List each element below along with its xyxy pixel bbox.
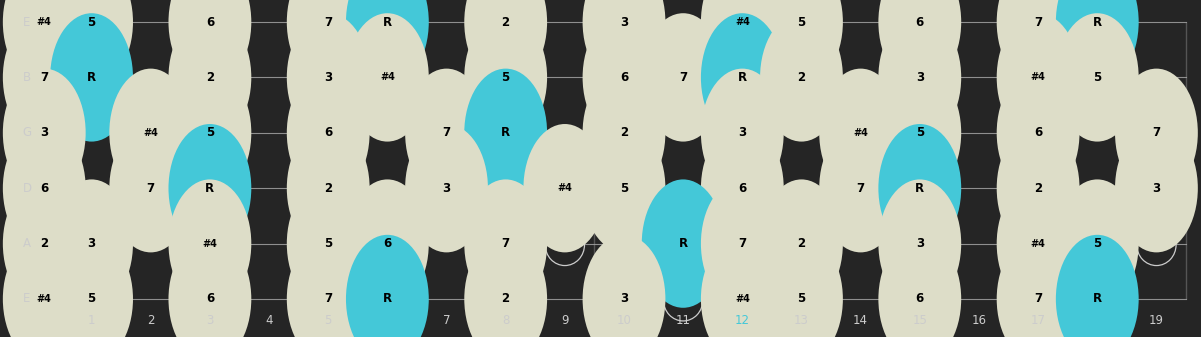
Ellipse shape [109, 124, 192, 252]
Text: 10: 10 [616, 314, 632, 328]
Text: 3: 3 [620, 16, 628, 29]
Ellipse shape [168, 13, 251, 142]
Ellipse shape [1115, 69, 1197, 197]
Ellipse shape [2, 179, 85, 308]
Ellipse shape [2, 124, 85, 252]
Text: #4: #4 [735, 294, 749, 304]
Text: 7: 7 [739, 237, 746, 250]
Text: 1: 1 [88, 314, 95, 328]
Ellipse shape [760, 235, 843, 337]
Ellipse shape [1056, 0, 1139, 86]
Ellipse shape [1056, 13, 1139, 142]
Ellipse shape [287, 124, 370, 252]
Text: 5: 5 [88, 293, 96, 306]
Ellipse shape [760, 13, 843, 142]
Ellipse shape [878, 179, 961, 308]
Ellipse shape [582, 69, 665, 197]
Ellipse shape [701, 124, 784, 252]
Ellipse shape [878, 235, 961, 337]
Ellipse shape [701, 13, 784, 142]
Text: 9: 9 [561, 314, 568, 328]
Text: 6: 6 [324, 126, 333, 139]
Ellipse shape [50, 179, 133, 308]
Text: 6: 6 [383, 314, 392, 328]
Text: #4: #4 [1030, 72, 1046, 83]
Text: 5: 5 [797, 293, 806, 306]
Ellipse shape [997, 69, 1080, 197]
Text: #4: #4 [1030, 239, 1046, 249]
Text: R: R [501, 126, 510, 139]
Ellipse shape [582, 0, 665, 86]
Ellipse shape [878, 124, 961, 252]
Text: #4: #4 [557, 183, 573, 193]
Ellipse shape [997, 179, 1080, 308]
Ellipse shape [997, 13, 1080, 142]
Text: 3: 3 [739, 126, 746, 139]
Text: 5: 5 [205, 126, 214, 139]
Ellipse shape [2, 13, 85, 142]
Ellipse shape [168, 179, 251, 308]
Text: 18: 18 [1089, 314, 1105, 328]
Ellipse shape [287, 235, 370, 337]
Ellipse shape [2, 235, 85, 337]
Ellipse shape [819, 124, 902, 252]
Text: R: R [679, 237, 688, 250]
Text: 3: 3 [207, 314, 214, 328]
Text: 7: 7 [1034, 293, 1042, 306]
Ellipse shape [168, 0, 251, 86]
Text: 3: 3 [620, 293, 628, 306]
Text: #4: #4 [203, 239, 217, 249]
Ellipse shape [641, 179, 724, 308]
Ellipse shape [346, 13, 429, 142]
Text: R: R [205, 182, 215, 195]
Ellipse shape [405, 124, 488, 252]
Text: 2: 2 [147, 314, 155, 328]
Ellipse shape [346, 0, 429, 86]
Text: 7: 7 [443, 314, 450, 328]
Ellipse shape [582, 13, 665, 142]
Text: 17: 17 [1030, 314, 1046, 328]
Text: 6: 6 [915, 16, 924, 29]
Text: R: R [383, 293, 392, 306]
Text: #4: #4 [380, 72, 395, 83]
Ellipse shape [641, 13, 724, 142]
Ellipse shape [1056, 179, 1139, 308]
Text: 14: 14 [853, 314, 868, 328]
Ellipse shape [465, 235, 548, 337]
Ellipse shape [2, 0, 85, 86]
Ellipse shape [582, 124, 665, 252]
Text: 7: 7 [502, 237, 509, 250]
Text: 6: 6 [739, 182, 747, 195]
Text: 2: 2 [502, 293, 509, 306]
Text: 13: 13 [794, 314, 809, 328]
Ellipse shape [2, 69, 85, 197]
Ellipse shape [701, 179, 784, 308]
Text: 3: 3 [324, 71, 333, 84]
Text: 6: 6 [205, 16, 214, 29]
Ellipse shape [997, 235, 1080, 337]
Text: 5: 5 [1093, 71, 1101, 84]
Text: R: R [1093, 293, 1101, 306]
Text: 3: 3 [442, 182, 450, 195]
Text: 6: 6 [915, 293, 924, 306]
Text: 7: 7 [147, 182, 155, 195]
Text: 7: 7 [1152, 126, 1160, 139]
Ellipse shape [346, 235, 429, 337]
Text: 5: 5 [324, 314, 331, 328]
Text: R: R [1093, 16, 1101, 29]
Text: E: E [23, 293, 31, 306]
Ellipse shape [50, 0, 133, 86]
Text: 19: 19 [1149, 314, 1164, 328]
Ellipse shape [287, 179, 370, 308]
Text: 2: 2 [1034, 182, 1042, 195]
Text: #4: #4 [37, 294, 52, 304]
Text: 2: 2 [324, 182, 333, 195]
Text: R: R [86, 71, 96, 84]
Ellipse shape [524, 124, 607, 252]
Text: 6: 6 [383, 237, 392, 250]
Ellipse shape [287, 13, 370, 142]
Text: 3: 3 [915, 237, 924, 250]
Text: 2: 2 [205, 71, 214, 84]
Text: 6: 6 [1034, 126, 1042, 139]
